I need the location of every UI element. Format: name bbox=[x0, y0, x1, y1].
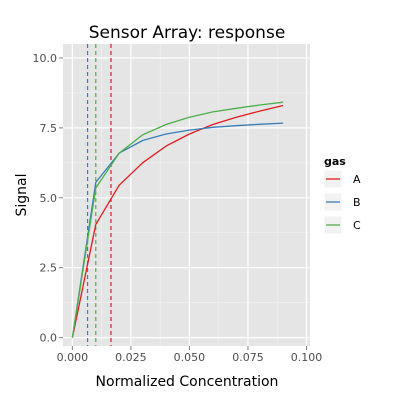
legend-label-A: A bbox=[353, 173, 361, 186]
y-tick-label: 10.0 bbox=[33, 52, 58, 65]
legend-title: gas bbox=[324, 155, 346, 168]
legend: gas ABC bbox=[323, 155, 361, 235]
series-line-C bbox=[71, 101, 284, 338]
y-tick-label: 7.5 bbox=[40, 122, 58, 135]
minor-gridlines bbox=[63, 44, 310, 346]
x-tick-label: 0.100 bbox=[291, 351, 323, 364]
y-axis-title: Signal bbox=[14, 173, 30, 216]
y-tick-label: 0.0 bbox=[40, 332, 58, 345]
x-tick-label: 0.050 bbox=[174, 351, 206, 364]
series-lines bbox=[71, 101, 284, 338]
x-axis-ticks: 0.000 0.025 0.050 0.075 0.100 bbox=[57, 346, 323, 364]
series-line-B bbox=[71, 122, 284, 338]
y-tick-label: 2.5 bbox=[40, 262, 58, 275]
x-tick-label: 0.000 bbox=[57, 351, 89, 364]
x-tick-label: 0.025 bbox=[115, 351, 147, 364]
y-tick-label: 5.0 bbox=[40, 192, 58, 205]
plot-panel bbox=[63, 44, 310, 346]
chart-title: Sensor Array: response bbox=[89, 23, 286, 43]
threshold-lines bbox=[86, 44, 112, 346]
y-axis-ticks: 0.0 2.5 5.0 7.5 10.0 bbox=[33, 52, 63, 345]
series-line-A bbox=[71, 104, 284, 338]
legend-label-B: B bbox=[353, 196, 361, 209]
legend-label-C: C bbox=[353, 219, 361, 232]
major-gridlines bbox=[63, 44, 310, 346]
x-tick-label: 0.075 bbox=[232, 351, 264, 364]
x-axis-title: Normalized Concentration bbox=[96, 374, 279, 390]
